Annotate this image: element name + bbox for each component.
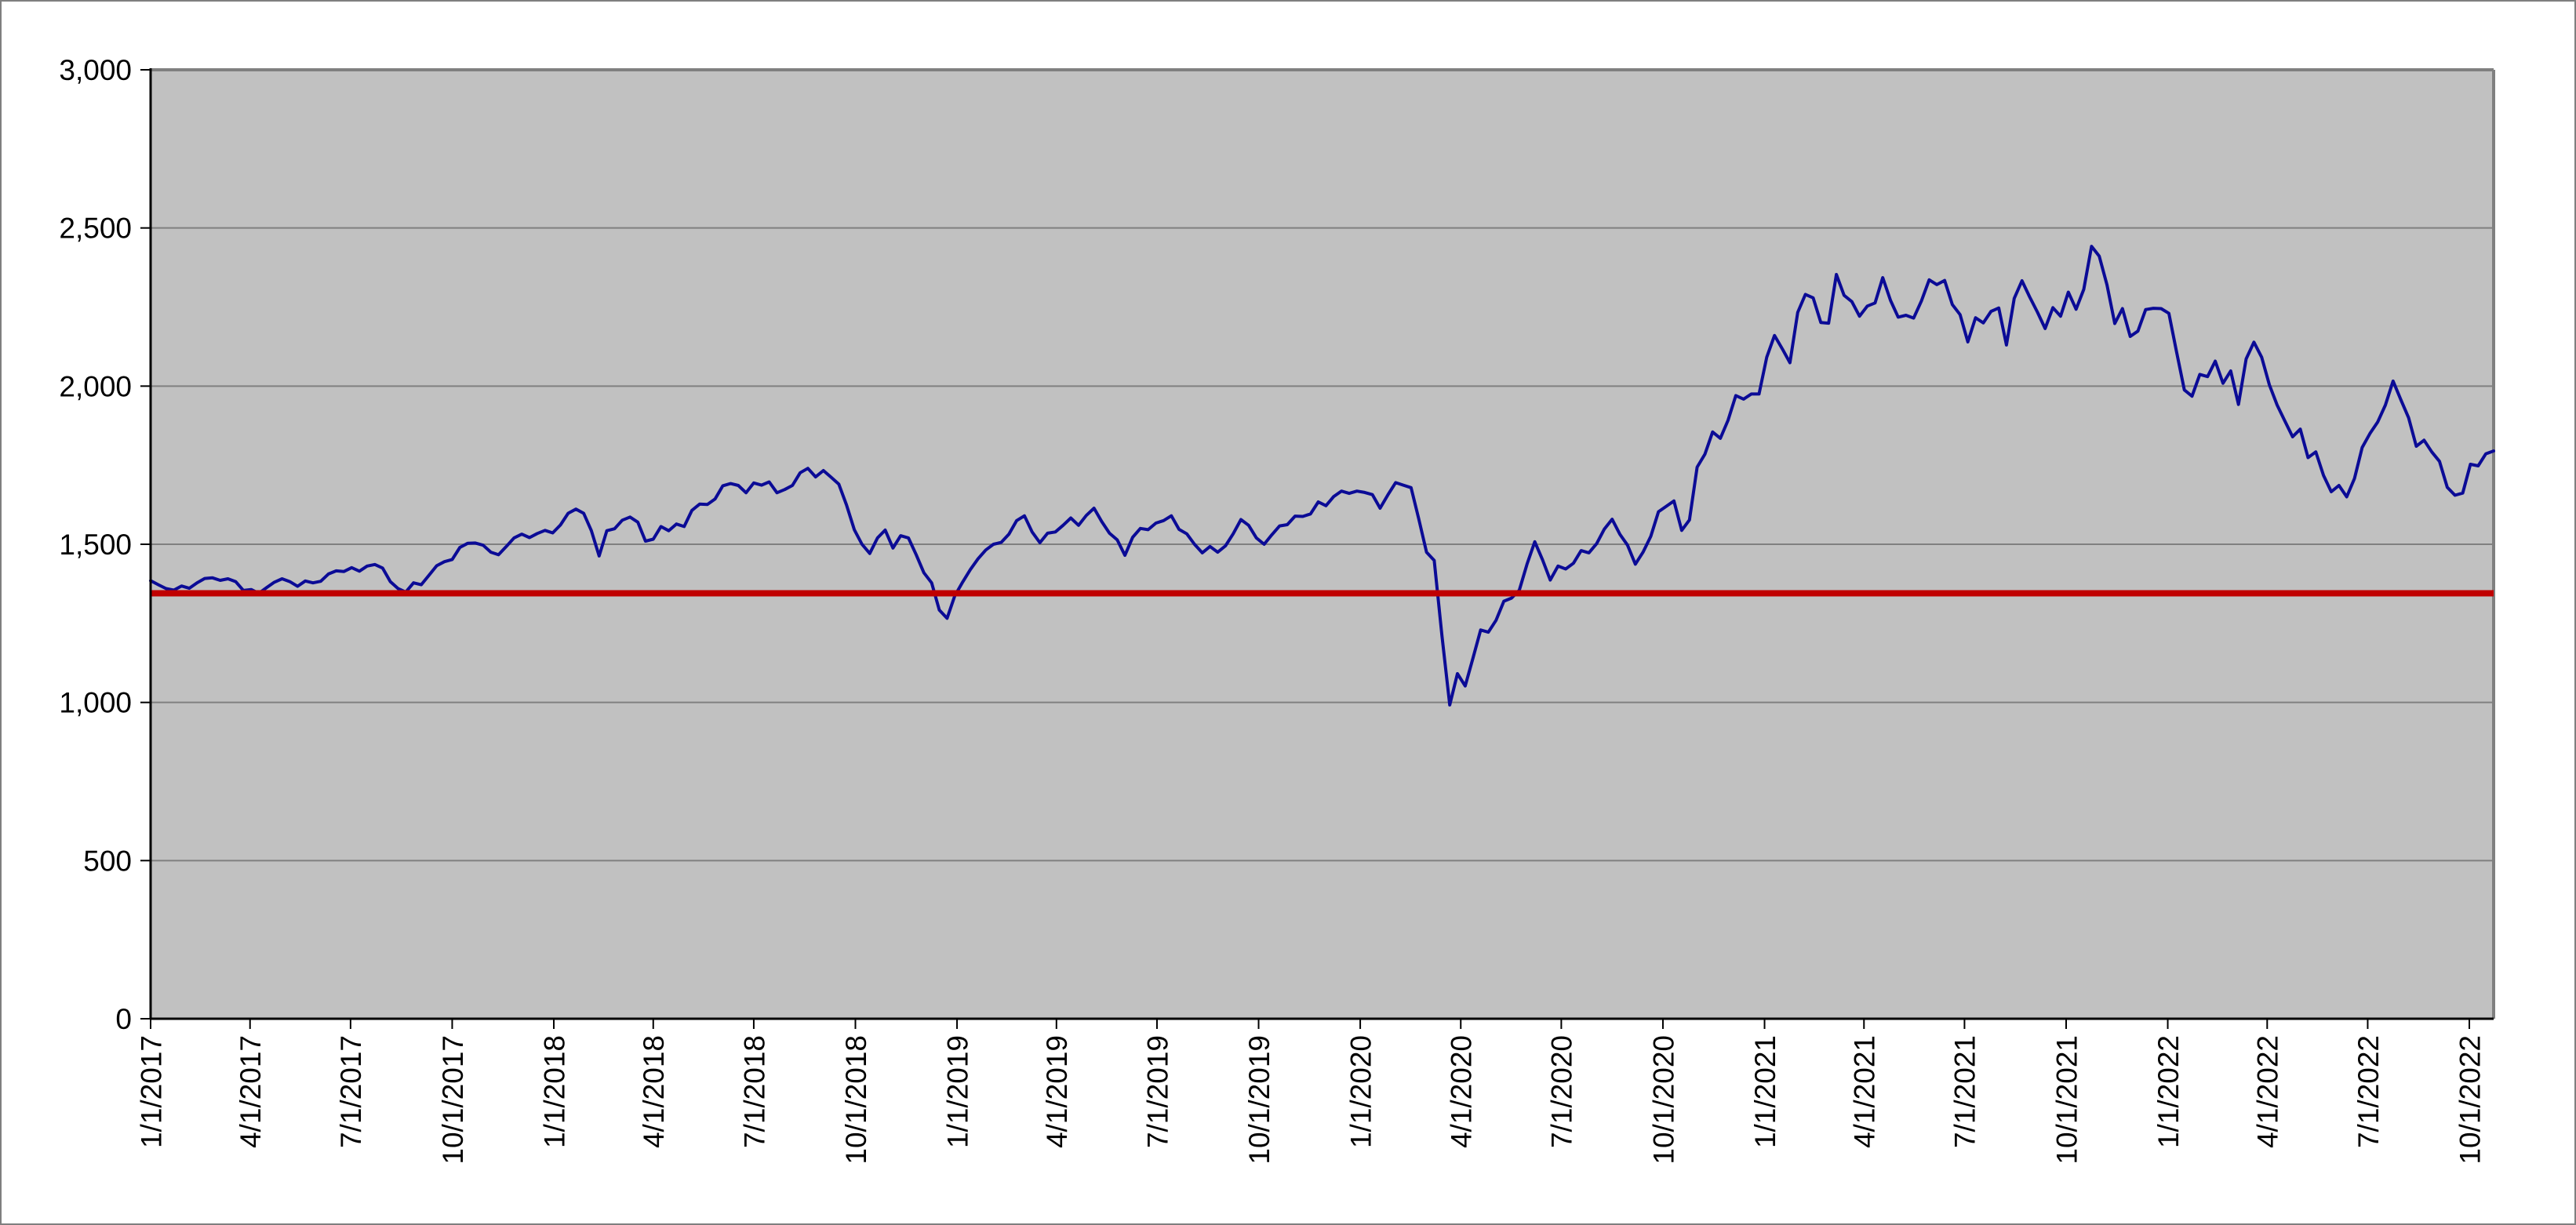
x-tick-label: 1/1/2019 xyxy=(941,1035,973,1148)
y-tick-label: 1,500 xyxy=(59,529,132,561)
y-tick-label: 2,500 xyxy=(59,213,132,245)
x-tick-label: 10/1/2019 xyxy=(1243,1035,1275,1165)
x-tick-label: 4/1/2020 xyxy=(1446,1035,1478,1148)
x-tick-label: 4/1/2017 xyxy=(235,1035,267,1148)
x-tick-label: 1/1/2018 xyxy=(538,1035,570,1148)
y-tick-label: 1,000 xyxy=(59,687,132,719)
y-tick-label: 2,000 xyxy=(59,370,132,402)
x-tick-label: 7/1/2019 xyxy=(1141,1035,1173,1148)
x-tick-label: 7/1/2018 xyxy=(738,1035,770,1148)
y-tick-label: 0 xyxy=(115,1003,132,1035)
x-tick-label: 4/1/2021 xyxy=(1849,1035,1881,1148)
x-tick-label: 10/1/2022 xyxy=(2454,1035,2486,1165)
x-tick-label: 1/1/2020 xyxy=(1344,1035,1377,1148)
x-tick-label: 1/1/2021 xyxy=(1749,1035,1781,1148)
x-tick-label: 4/1/2022 xyxy=(2252,1035,2284,1148)
x-tick-label: 10/1/2017 xyxy=(437,1035,469,1165)
x-tick-label: 7/1/2022 xyxy=(2352,1035,2385,1148)
x-tick-label: 10/1/2020 xyxy=(1647,1035,1679,1165)
x-tick-label: 7/1/2020 xyxy=(1546,1035,1578,1148)
x-tick-label: 10/1/2021 xyxy=(2050,1035,2083,1165)
x-tick-label: 4/1/2019 xyxy=(1041,1035,1073,1148)
x-tick-label: 7/1/2017 xyxy=(335,1035,367,1148)
x-tick-label: 7/1/2021 xyxy=(1949,1035,1981,1148)
y-tick-label: 500 xyxy=(83,845,132,877)
x-tick-label: 1/1/2022 xyxy=(2152,1035,2185,1148)
y-tick-label: 3,000 xyxy=(59,54,132,86)
x-tick-label: 4/1/2018 xyxy=(638,1035,670,1148)
x-tick-label: 1/1/2017 xyxy=(135,1035,167,1148)
x-tick-label: 10/1/2018 xyxy=(840,1035,872,1165)
index-price-line xyxy=(149,245,2495,707)
